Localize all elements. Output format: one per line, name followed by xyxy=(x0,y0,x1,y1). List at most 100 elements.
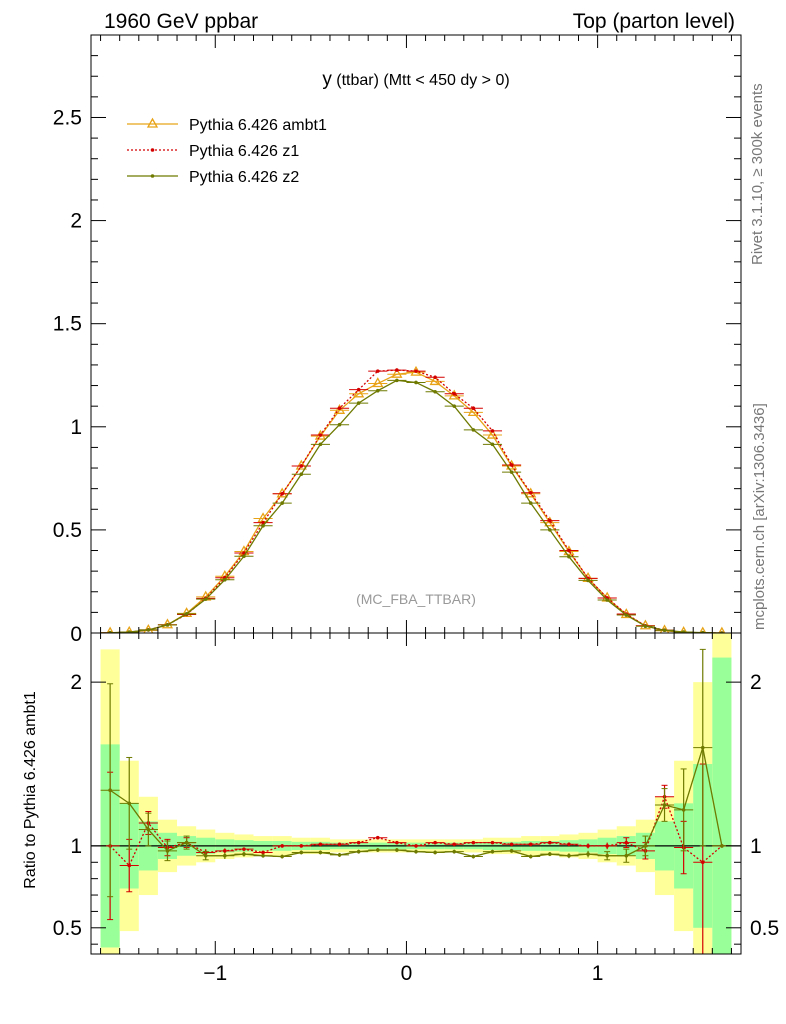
ratio-point-z1 xyxy=(509,842,514,847)
point-z2 xyxy=(452,404,457,408)
ratio-point-z2 xyxy=(337,853,342,857)
ratio-point-z1 xyxy=(490,840,495,845)
point-z2 xyxy=(165,623,170,627)
ratio-point-z2 xyxy=(720,844,724,848)
point-z2 xyxy=(471,428,476,432)
ratio-point-z2 xyxy=(299,850,304,855)
point-ambt1 xyxy=(467,406,479,417)
ratio-point-z2 xyxy=(586,852,590,856)
point-z1 xyxy=(280,492,284,496)
ratio-point-z2 xyxy=(471,854,476,859)
ratio-point-z1 xyxy=(299,844,304,848)
legend-item-z2: Pythia 6.426 z2 xyxy=(127,169,299,186)
point-z2 xyxy=(681,630,686,633)
top-ytick-label: 2 xyxy=(70,210,82,233)
point-z2 xyxy=(662,628,667,633)
point-z2 xyxy=(261,523,265,528)
ratio-point-z2 xyxy=(184,840,189,845)
legend-marker-z1 xyxy=(150,148,155,152)
ratio-ytick-label-right: 0.5 xyxy=(750,917,779,940)
point-z2 xyxy=(337,422,342,427)
ratio-ylabel: Ratio to Pythia 6.426 ambt1 xyxy=(22,691,39,889)
ratio-point-z2 xyxy=(490,849,495,854)
header-left: 1960 GeV ppbar xyxy=(104,10,258,33)
ratio-point-z2 xyxy=(146,827,151,832)
ratio-point-z2 xyxy=(242,852,246,856)
point-z2 xyxy=(433,389,437,394)
mc-uncertainty-bands xyxy=(100,633,732,954)
ratio-point-z1 xyxy=(395,840,399,845)
rivet-note: Rivet 3.1.10, ≥ 300k events xyxy=(749,83,766,265)
ratio-point-z1 xyxy=(700,860,705,865)
legend-item-ambt1: Pythia 6.426 ambt1 xyxy=(127,117,327,134)
point-z1 xyxy=(375,369,380,373)
ratio-point-z2 xyxy=(624,853,629,858)
ratio-point-z1 xyxy=(337,842,342,847)
point-z1 xyxy=(261,520,265,525)
legend: Pythia 6.426 ambt1 Pythia 6.426 z1 Pythi… xyxy=(127,117,327,186)
ratio-point-z2 xyxy=(223,853,227,858)
point-z1 xyxy=(337,406,342,411)
point-z2 xyxy=(509,470,514,474)
point-z2 xyxy=(375,388,380,393)
point-z2 xyxy=(184,612,189,616)
ratio-point-z1 xyxy=(375,835,380,840)
point-z1 xyxy=(299,464,304,468)
ratio-point-z1 xyxy=(318,842,323,847)
ratio-point-z2 xyxy=(395,848,399,852)
main-plot: 0.5 1 1.5 2 2.5 0 y (ttbar) (Mtt < 450 dy > 0… xyxy=(53,34,742,646)
point-z1 xyxy=(318,433,323,437)
legend-marker-ambt1 xyxy=(146,117,159,128)
point-z1 xyxy=(548,518,552,523)
ratio-series-z2 xyxy=(100,648,732,898)
top-ytick-label-zero: 0 xyxy=(70,623,82,646)
legend-item-z1: Pythia 6.426 z1 xyxy=(127,143,299,160)
ratio-point-z2 xyxy=(414,849,418,854)
point-z2 xyxy=(624,613,629,617)
point-z1 xyxy=(471,406,476,411)
ratio-point-z1 xyxy=(261,850,265,855)
point-ambt1 xyxy=(718,626,726,633)
ratio-point-z2 xyxy=(662,803,667,807)
legend-label-z2: Pythia 6.426 z2 xyxy=(189,169,299,186)
ratio-point-z2 xyxy=(509,849,514,853)
mcplots-note: mcplots.cern.ch [arXiv:1306.3436] xyxy=(751,403,768,630)
ratio-point-z2 xyxy=(528,854,533,859)
ratio-point-z1 xyxy=(433,840,437,845)
ratio-point-z1 xyxy=(586,844,590,848)
ratio-point-z1 xyxy=(567,842,571,847)
ratio-plot-frame xyxy=(90,632,742,955)
point-z2 xyxy=(299,472,304,477)
point-ambt1 xyxy=(106,626,114,633)
ratio-xtick-label: 0 xyxy=(401,962,413,985)
point-z2 xyxy=(414,380,418,385)
ratio-point-z2 xyxy=(318,850,323,855)
top-ytick-label: 1.5 xyxy=(53,313,82,336)
point-ambt1 xyxy=(544,516,556,527)
point-ambt1 xyxy=(333,403,346,414)
ratio-point-z1 xyxy=(605,844,609,848)
point-z2 xyxy=(318,442,323,447)
ratio-point-z2 xyxy=(567,853,571,858)
ratio-point-z1 xyxy=(242,847,246,851)
ratio-ytick-label: 2 xyxy=(70,671,82,694)
point-z1 xyxy=(509,463,514,467)
point-z1 xyxy=(356,387,361,392)
legend-label-z1: Pythia 6.426 z1 xyxy=(189,143,299,160)
top-ytick-label: 2.5 xyxy=(53,106,82,129)
ratio-point-z2 xyxy=(452,849,457,854)
ratio-point-z2 xyxy=(165,849,170,853)
series-z2 xyxy=(100,378,732,633)
plot-title: y (ttbar) (Mtt < 450 dy > 0) xyxy=(322,69,509,90)
point-z2 xyxy=(548,528,552,532)
legend-marker-z2 xyxy=(150,174,155,178)
point-ambt1 xyxy=(699,626,707,633)
plot-title-var: y xyxy=(322,69,332,90)
ratio-point-z1 xyxy=(452,842,457,847)
point-z2 xyxy=(490,442,495,447)
ratio-point-z1 xyxy=(471,840,476,845)
ratio-ytick-label: 0.5 xyxy=(53,917,82,940)
ratio-point-z1 xyxy=(223,849,227,853)
point-ambt1 xyxy=(372,377,384,388)
point-z1 xyxy=(433,375,437,380)
